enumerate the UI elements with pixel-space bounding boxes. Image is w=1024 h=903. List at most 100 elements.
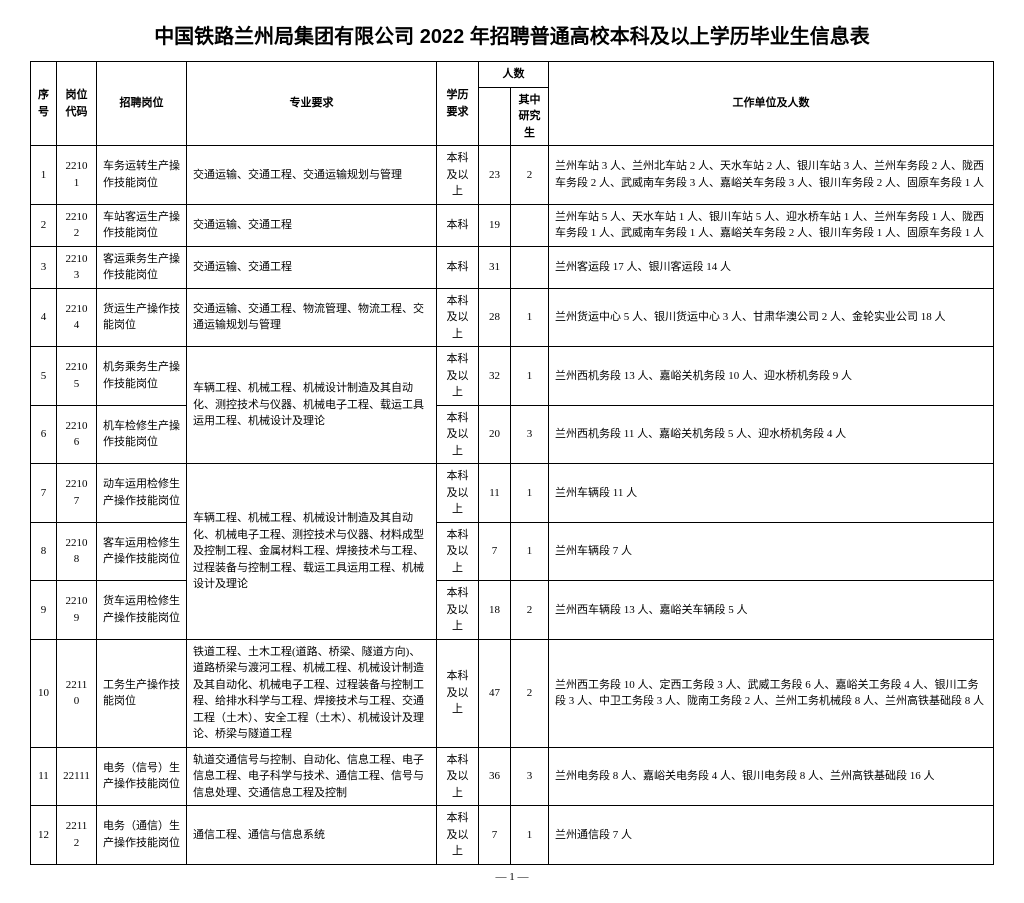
cell-grad: 1	[511, 806, 549, 865]
cell-code: 22109	[57, 581, 97, 640]
cell-seq: 7	[31, 464, 57, 523]
cell-grad: 3	[511, 747, 549, 806]
cell-total: 47	[479, 639, 511, 747]
cell-post: 货车运用检修生产操作技能岗位	[97, 581, 187, 640]
cell-edu: 本科及以上	[437, 146, 479, 205]
cell-work: 兰州客运段 17 人、银川客运段 14 人	[549, 246, 994, 288]
table-row: 822108客车运用检修生产操作技能岗位本科及以上71兰州车辆段 7 人	[31, 522, 994, 581]
cell-code: 22106	[57, 405, 97, 464]
th-work: 工作单位及人数	[549, 62, 994, 146]
page-number: — 1 —	[30, 871, 994, 883]
cell-edu: 本科及以上	[437, 347, 479, 406]
cell-seq: 12	[31, 806, 57, 865]
cell-work: 兰州货运中心 5 人、银川货运中心 3 人、甘肃华澳公司 2 人、金轮实业公司 …	[549, 288, 994, 347]
cell-total: 7	[479, 806, 511, 865]
cell-post: 客运乘务生产操作技能岗位	[97, 246, 187, 288]
cell-grad: 2	[511, 146, 549, 205]
cell-major: 轨道交通信号与控制、自动化、信息工程、电子信息工程、电子科学与技术、通信工程、信…	[187, 747, 437, 806]
cell-seq: 3	[31, 246, 57, 288]
cell-seq: 10	[31, 639, 57, 747]
cell-code: 22107	[57, 464, 97, 523]
table-row: 1122111电务（信号）生产操作技能岗位轨道交通信号与控制、自动化、信息工程、…	[31, 747, 994, 806]
cell-edu: 本科及以上	[437, 639, 479, 747]
cell-major: 车辆工程、机械工程、机械设计制造及其自动化、测控技术与仪器、机械电子工程、载运工…	[187, 347, 437, 464]
cell-post: 工务生产操作技能岗位	[97, 639, 187, 747]
cell-seq: 5	[31, 347, 57, 406]
cell-total: 20	[479, 405, 511, 464]
cell-edu: 本科	[437, 204, 479, 246]
cell-seq: 9	[31, 581, 57, 640]
cell-edu: 本科及以上	[437, 464, 479, 523]
cell-code: 22111	[57, 747, 97, 806]
cell-work: 兰州车站 3 人、兰州北车站 2 人、天水车站 2 人、银川车站 3 人、兰州车…	[549, 146, 994, 205]
cell-code: 22104	[57, 288, 97, 347]
cell-total: 32	[479, 347, 511, 406]
cell-work: 兰州西车辆段 13 人、嘉峪关车辆段 5 人	[549, 581, 994, 640]
cell-code: 22108	[57, 522, 97, 581]
cell-total: 28	[479, 288, 511, 347]
cell-work: 兰州西工务段 10 人、定西工务段 3 人、武威工务段 6 人、嘉峪关工务段 4…	[549, 639, 994, 747]
th-code: 岗位代码	[57, 62, 97, 146]
table-row: 522105机务乘务生产操作技能岗位车辆工程、机械工程、机械设计制造及其自动化、…	[31, 347, 994, 406]
cell-code: 22103	[57, 246, 97, 288]
cell-major: 交通运输、交通工程、物流管理、物流工程、交通运输规划与管理	[187, 288, 437, 347]
cell-grad: 1	[511, 464, 549, 523]
cell-code: 22105	[57, 347, 97, 406]
cell-work: 兰州电务段 8 人、嘉峪关电务段 4 人、银川电务段 8 人、兰州高铁基础段 1…	[549, 747, 994, 806]
th-post: 招聘岗位	[97, 62, 187, 146]
cell-seq: 1	[31, 146, 57, 205]
recruit-table: 序号 岗位代码 招聘岗位 专业要求 学历要求 人数 工作单位及人数 其中研究生 …	[30, 61, 994, 865]
cell-total: 23	[479, 146, 511, 205]
cell-total: 31	[479, 246, 511, 288]
table-body: 122101车务运转生产操作技能岗位交通运输、交通工程、交通运输规划与管理本科及…	[31, 146, 994, 865]
cell-major: 通信工程、通信与信息系统	[187, 806, 437, 865]
th-total	[479, 87, 511, 146]
cell-seq: 2	[31, 204, 57, 246]
cell-post: 车站客运生产操作技能岗位	[97, 204, 187, 246]
cell-post: 车务运转生产操作技能岗位	[97, 146, 187, 205]
cell-post: 客车运用检修生产操作技能岗位	[97, 522, 187, 581]
cell-major: 铁道工程、土木工程(道路、桥梁、隧道方向)、道路桥梁与渡河工程、机械工程、机械设…	[187, 639, 437, 747]
cell-total: 11	[479, 464, 511, 523]
table-row: 422104货运生产操作技能岗位交通运输、交通工程、物流管理、物流工程、交通运输…	[31, 288, 994, 347]
table-row: 222102车站客运生产操作技能岗位交通运输、交通工程本科19 兰州车站 5 人、…	[31, 204, 994, 246]
cell-edu: 本科及以上	[437, 806, 479, 865]
cell-edu: 本科及以上	[437, 747, 479, 806]
cell-seq: 4	[31, 288, 57, 347]
cell-seq: 11	[31, 747, 57, 806]
cell-edu: 本科及以上	[437, 581, 479, 640]
cell-seq: 6	[31, 405, 57, 464]
cell-work: 兰州车辆段 11 人	[549, 464, 994, 523]
th-seq: 序号	[31, 62, 57, 146]
table-row: 722107动车运用检修生产操作技能岗位车辆工程、机械工程、机械设计制造及其自动…	[31, 464, 994, 523]
cell-post: 电务（通信）生产操作技能岗位	[97, 806, 187, 865]
cell-grad: 3	[511, 405, 549, 464]
cell-major: 车辆工程、机械工程、机械设计制造及其自动化、机械电子工程、测控技术与仪器、材料成…	[187, 464, 437, 640]
cell-work: 兰州西机务段 13 人、嘉峪关机务段 10 人、迎水桥机务段 9 人	[549, 347, 994, 406]
cell-post: 机车检修生产操作技能岗位	[97, 405, 187, 464]
cell-post: 动车运用检修生产操作技能岗位	[97, 464, 187, 523]
cell-grad: 1	[511, 288, 549, 347]
cell-total: 7	[479, 522, 511, 581]
page-title: 中国铁路兰州局集团有限公司 2022 年招聘普通高校本科及以上学历毕业生信息表	[30, 20, 994, 49]
cell-work: 兰州车站 5 人、天水车站 1 人、银川车站 5 人、迎水桥车站 1 人、兰州车…	[549, 204, 994, 246]
th-grad: 其中研究生	[511, 87, 549, 146]
cell-grad: 2	[511, 581, 549, 640]
table-row: 622106机车检修生产操作技能岗位本科及以上203兰州西机务段 11 人、嘉峪…	[31, 405, 994, 464]
cell-post: 货运生产操作技能岗位	[97, 288, 187, 347]
cell-work: 兰州通信段 7 人	[549, 806, 994, 865]
cell-post: 电务（信号）生产操作技能岗位	[97, 747, 187, 806]
table-row: 922109货车运用检修生产操作技能岗位本科及以上182兰州西车辆段 13 人、…	[31, 581, 994, 640]
cell-total: 19	[479, 204, 511, 246]
cell-major: 交通运输、交通工程、交通运输规划与管理	[187, 146, 437, 205]
cell-seq: 8	[31, 522, 57, 581]
table-row: 1222112电务（通信）生产操作技能岗位通信工程、通信与信息系统本科及以上71…	[31, 806, 994, 865]
cell-code: 22102	[57, 204, 97, 246]
table-row: 1022110工务生产操作技能岗位铁道工程、土木工程(道路、桥梁、隧道方向)、道…	[31, 639, 994, 747]
cell-edu: 本科	[437, 246, 479, 288]
table-row: 122101车务运转生产操作技能岗位交通运输、交通工程、交通运输规划与管理本科及…	[31, 146, 994, 205]
th-count-group: 人数	[479, 62, 549, 88]
table-row: 322103客运乘务生产操作技能岗位交通运输、交通工程本科31兰州客运段 17 …	[31, 246, 994, 288]
cell-major: 交通运输、交通工程	[187, 204, 437, 246]
cell-total: 36	[479, 747, 511, 806]
